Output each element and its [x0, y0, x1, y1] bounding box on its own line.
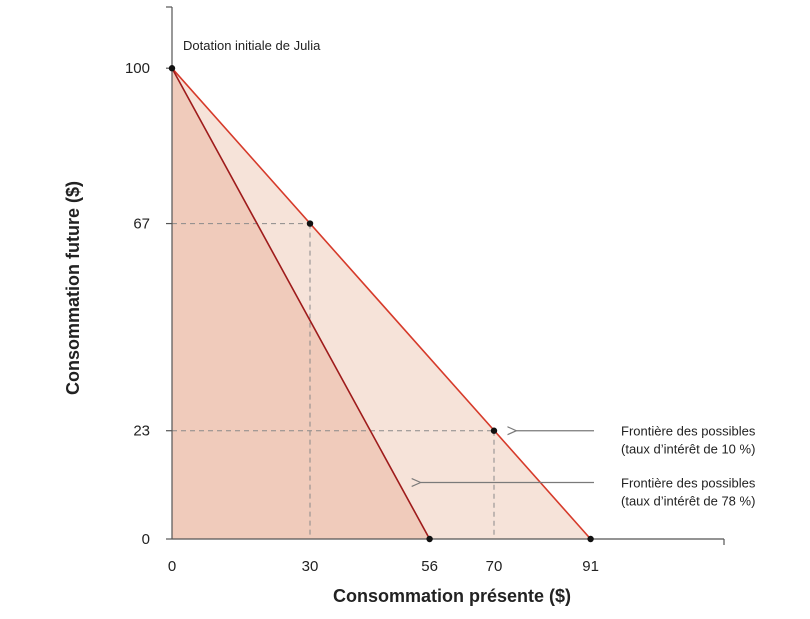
frontier-line-1	[171, 67, 592, 540]
x-tick-label: 56	[421, 558, 438, 575]
annotation-label-2: (taux d’intérêt de 78 %)	[621, 494, 755, 509]
frontier-lines	[171, 67, 592, 540]
x-axis-title: Consommation présente ($)	[333, 586, 571, 606]
y-tick-label: 67	[133, 216, 150, 233]
tick-labels: 0 30 56 70 91 0 23 67 100	[125, 60, 599, 575]
data-point-3	[490, 427, 498, 434]
y-tick-label: 0	[142, 531, 150, 548]
annotations: Dotation initiale de Julia Frontière des …	[183, 38, 756, 508]
x-tick-label: 70	[486, 558, 503, 575]
y-tick-label: 23	[133, 423, 150, 440]
x-tick-label: 0	[168, 558, 176, 575]
guide-lines	[172, 223, 495, 539]
endowment-label: Dotation initiale de Julia	[183, 38, 321, 53]
data-point-2	[306, 220, 314, 227]
annotation-label-2: Frontière des possibles	[621, 476, 756, 491]
data-point-1	[168, 65, 176, 72]
x-tick-label: 30	[302, 558, 319, 575]
data-point-5	[587, 535, 594, 543]
annotation-label-1: (taux d’intérêt de 10 %)	[621, 442, 755, 457]
y-axis-title: Consommation future ($)	[63, 181, 83, 395]
y-tick-label: 100	[125, 60, 150, 77]
x-tick-label: 91	[582, 558, 599, 575]
annotation-label-1: Frontière des possibles	[621, 424, 756, 439]
data-point-4	[426, 535, 433, 543]
data-points	[168, 65, 594, 543]
frontier-line-2	[171, 67, 431, 540]
